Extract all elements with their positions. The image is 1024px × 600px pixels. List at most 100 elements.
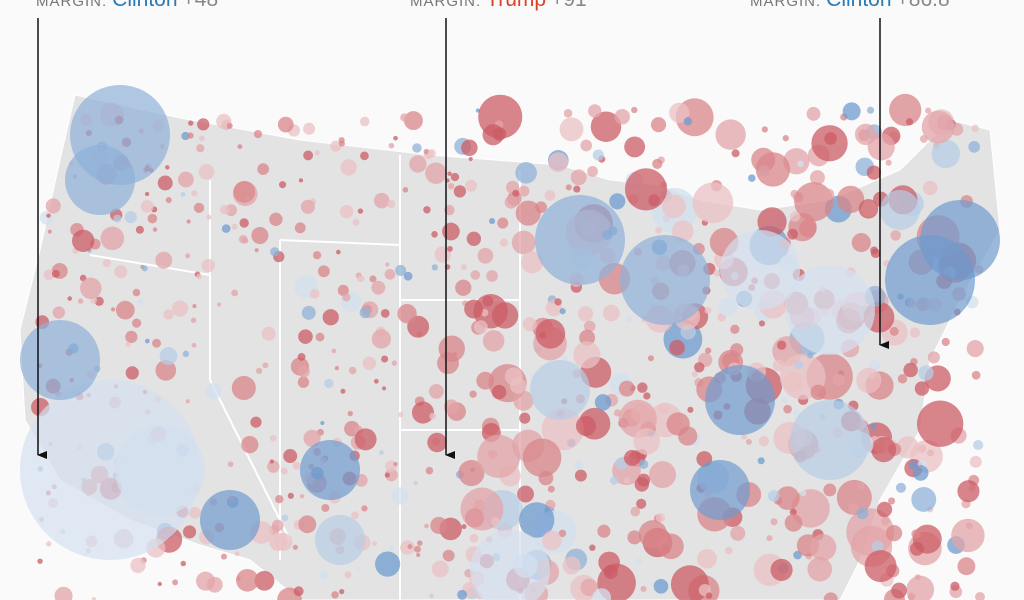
bubble [643, 392, 651, 400]
bubble [912, 465, 929, 481]
bubble [412, 143, 422, 153]
bubble [957, 480, 980, 503]
bubble [486, 270, 498, 282]
bubble [185, 399, 190, 404]
bubble [770, 518, 778, 526]
state-borders [89, 155, 521, 600]
bubble [789, 508, 797, 516]
bubble [237, 144, 243, 150]
bubble [152, 227, 158, 232]
bubble [574, 460, 584, 470]
bubble [562, 556, 581, 575]
bubble [544, 190, 556, 201]
bubble [430, 516, 448, 534]
annotation: MARGIN: Clinton +48 [36, 0, 218, 11]
bubble [640, 585, 647, 593]
bubble [678, 426, 698, 446]
bubble [447, 171, 452, 176]
bubble [359, 307, 371, 319]
bubble [315, 515, 365, 565]
bubble [171, 300, 189, 317]
bubble [191, 342, 197, 348]
bubble [37, 558, 43, 564]
bubble [254, 570, 275, 591]
bubble [891, 582, 908, 599]
bubble [262, 362, 269, 369]
bubble [624, 168, 668, 211]
bubble [301, 305, 316, 320]
bubble [782, 371, 803, 392]
bubble [339, 204, 354, 219]
bubble [429, 412, 437, 420]
bubble [292, 544, 298, 550]
bubble [941, 337, 950, 347]
bubble [497, 217, 509, 229]
bubble [269, 459, 274, 464]
bubble [165, 165, 170, 170]
bubble [47, 229, 52, 234]
bubble [866, 106, 875, 114]
bubble [271, 519, 284, 532]
bubble [559, 117, 584, 142]
bubble [442, 549, 455, 562]
bubble [114, 265, 128, 279]
bubble [911, 529, 921, 539]
bubble [823, 188, 835, 201]
bubble [378, 450, 384, 455]
bubble [253, 129, 263, 139]
bubble [515, 200, 541, 226]
bubble [487, 449, 498, 459]
bubble [911, 486, 937, 512]
bubble [661, 194, 686, 219]
bubble [895, 482, 907, 493]
bubble [794, 182, 834, 222]
bubble [417, 540, 423, 546]
bubble [917, 400, 964, 447]
bubble [130, 557, 146, 574]
annotation-margin: +91 [551, 0, 587, 11]
bubble [372, 541, 378, 546]
bubble [300, 199, 316, 214]
bubble [191, 190, 198, 197]
bubble [322, 309, 339, 326]
bubble [867, 133, 895, 161]
bubble [102, 258, 111, 268]
bubble [615, 457, 628, 470]
bubble [705, 592, 713, 599]
bubble [180, 191, 186, 197]
bubble [197, 118, 210, 131]
bubble [461, 139, 478, 156]
bubble [385, 262, 390, 267]
bubble [384, 472, 390, 478]
bubble [186, 219, 191, 224]
bubble [903, 362, 918, 378]
bubble [637, 473, 651, 487]
bubble [766, 535, 773, 542]
bubble [476, 371, 495, 390]
bubble [957, 557, 976, 576]
bubble [182, 525, 197, 539]
bubble [594, 394, 612, 411]
annotation-label: MARGIN: [36, 0, 107, 10]
bubble [206, 214, 212, 220]
bubble [517, 485, 534, 503]
bubble [864, 550, 897, 583]
bubble [464, 179, 478, 192]
bubble [592, 588, 612, 600]
bubble [785, 265, 875, 355]
bubble [890, 230, 901, 241]
bubble [20, 320, 100, 400]
bubble [905, 118, 914, 126]
bubble [491, 384, 507, 400]
bubble [400, 113, 409, 122]
bubble [647, 355, 654, 362]
bubble [639, 459, 649, 469]
bubble [633, 428, 660, 455]
bubble [453, 185, 467, 198]
bubble [196, 571, 216, 591]
bubble [369, 275, 377, 283]
bubble [413, 480, 418, 486]
bubble [482, 295, 494, 307]
bubble [758, 435, 770, 447]
bubble [669, 102, 690, 123]
